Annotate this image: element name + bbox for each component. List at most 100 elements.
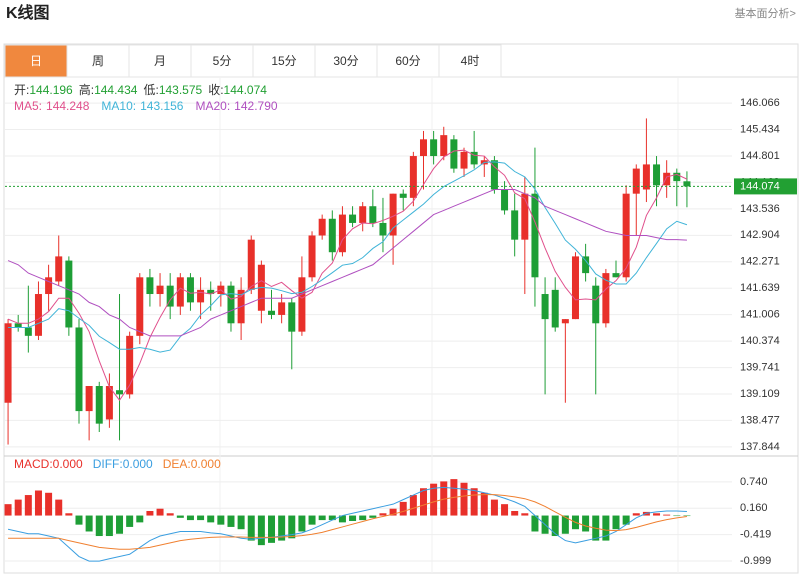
candle-body xyxy=(653,164,661,186)
y-tick-label: 144.801 xyxy=(740,150,780,162)
macd-bar xyxy=(55,499,63,516)
candle-body xyxy=(582,256,590,274)
tab-label[interactable]: 15分 xyxy=(271,54,296,68)
macd-bar xyxy=(217,515,225,525)
candle-body xyxy=(642,164,650,190)
candle-body xyxy=(592,285,600,324)
candle-body xyxy=(197,289,205,303)
tab-label[interactable]: 日 xyxy=(30,54,42,68)
macd-bar xyxy=(14,499,22,516)
last-price-box xyxy=(734,178,797,195)
candle-body xyxy=(338,214,346,253)
macd-bar xyxy=(369,515,377,518)
candle-body xyxy=(561,319,569,324)
macd-legend-value: 0.000 xyxy=(191,457,221,471)
macd-legend-name: DIFF: xyxy=(93,457,123,471)
macd-legend-name: MACD: xyxy=(14,457,53,471)
ma-legend-value: 142.790 xyxy=(234,99,278,113)
candle-body xyxy=(156,285,164,295)
macd-legend: MACD:0.000 DIFF:0.000 DEA:0.000 xyxy=(14,457,221,471)
candle-body xyxy=(186,277,194,303)
macd-legend-name: DEA: xyxy=(163,457,191,471)
candle-body xyxy=(4,323,12,403)
candle-body xyxy=(268,310,276,315)
candle-body xyxy=(419,139,427,157)
candle-body xyxy=(430,139,438,157)
macd-bar xyxy=(622,515,630,525)
last-price-label: 144.074 xyxy=(740,180,780,192)
candle-body xyxy=(298,277,306,332)
candle-body xyxy=(207,289,215,295)
y-tick-label: -0.999 xyxy=(740,555,771,567)
macd-bar xyxy=(663,514,671,516)
macd-bar xyxy=(480,492,488,516)
tab[interactable] xyxy=(4,44,68,78)
ohlc-value: 144.196 xyxy=(29,83,73,97)
candle-body xyxy=(328,218,336,253)
y-tick-label: 139.741 xyxy=(740,361,780,373)
macd-bar xyxy=(45,492,53,516)
ma-legend-name: MA5: xyxy=(14,99,42,113)
tab-label[interactable]: 5分 xyxy=(213,54,232,68)
macd-bar xyxy=(328,515,336,521)
ohlc-label: 收: xyxy=(208,83,223,97)
tab-label[interactable]: 周 xyxy=(92,54,104,68)
macd-bar xyxy=(227,515,235,527)
y-tick-label: 142.271 xyxy=(740,256,780,268)
macd-bar xyxy=(490,499,498,516)
macd-bar xyxy=(308,515,316,525)
tab[interactable] xyxy=(438,44,502,78)
macd-bar xyxy=(379,513,387,516)
macd-bar xyxy=(268,515,276,543)
y-tick-label: 140.374 xyxy=(740,335,780,347)
y-tick-label: 139.109 xyxy=(740,388,780,400)
macd-bar xyxy=(653,513,661,516)
candle-body xyxy=(612,273,620,278)
macd-bar xyxy=(359,515,367,521)
tab[interactable] xyxy=(66,44,130,78)
macd-bar xyxy=(683,515,691,517)
macd-bar xyxy=(632,513,640,516)
macd-bar xyxy=(409,495,417,516)
macd-bar xyxy=(501,504,509,516)
tab-label[interactable]: 4时 xyxy=(461,54,480,68)
macd-bar xyxy=(126,515,134,527)
candle-body xyxy=(470,151,478,165)
macd-bar xyxy=(156,508,164,516)
tab-label[interactable]: 60分 xyxy=(395,54,420,68)
macd-bar xyxy=(24,495,32,516)
candle-body xyxy=(55,256,63,282)
candle-body xyxy=(663,172,671,186)
macd-bar xyxy=(105,515,113,537)
macd-bar xyxy=(197,515,205,521)
candle-body xyxy=(409,156,417,198)
macd-bar xyxy=(430,483,438,516)
tab[interactable] xyxy=(128,44,192,78)
candle-body xyxy=(440,135,448,157)
ma-line xyxy=(7,188,687,337)
macd-bar xyxy=(440,481,448,516)
candle-body xyxy=(359,206,367,223)
candle-body xyxy=(511,210,519,240)
y-tick-label: 146.066 xyxy=(740,97,780,109)
macd-bar xyxy=(521,513,529,516)
tab[interactable] xyxy=(252,44,316,78)
macd-bar xyxy=(95,515,103,537)
candle-body xyxy=(45,277,53,295)
tab[interactable] xyxy=(376,44,440,78)
macd-bar xyxy=(207,515,215,523)
y-tick-label: 141.639 xyxy=(740,282,780,294)
macd-legend-value: 0.000 xyxy=(123,457,153,471)
ohlc-label: 低: xyxy=(143,83,158,97)
candle-body xyxy=(379,222,387,236)
macd-bar xyxy=(176,515,184,518)
chart-frame xyxy=(3,43,799,574)
y-tick-label: 0.160 xyxy=(740,502,768,514)
tab-label[interactable]: 30分 xyxy=(333,54,358,68)
candle-body xyxy=(247,239,255,290)
y-tick-label: 141.006 xyxy=(740,309,780,321)
tab-label[interactable]: 月 xyxy=(154,54,166,68)
fundamental-link[interactable]: 基本面分析> xyxy=(735,6,796,20)
candle-body xyxy=(95,386,103,424)
